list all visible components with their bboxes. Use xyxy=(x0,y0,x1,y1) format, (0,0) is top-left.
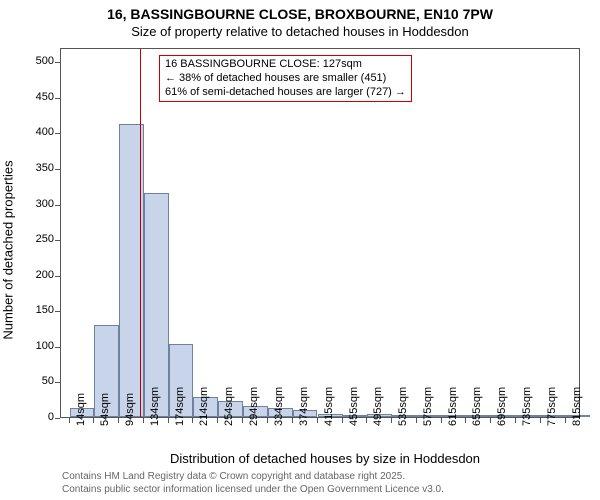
property-marker-line xyxy=(140,49,142,417)
x-tick-mark xyxy=(317,418,318,423)
y-tick-label: 500 xyxy=(24,55,54,67)
x-tick-label: 134sqm xyxy=(149,387,161,426)
x-tick-mark xyxy=(366,418,367,423)
y-tick-label: 0 xyxy=(24,411,54,423)
x-tick-label: 174sqm xyxy=(174,387,186,426)
x-tick-mark xyxy=(465,418,466,423)
footer-attribution: Contains HM Land Registry data © Crown c… xyxy=(62,471,444,496)
x-tick-label: 294sqm xyxy=(248,387,260,426)
y-tick-mark xyxy=(55,382,60,383)
x-tick-mark xyxy=(342,418,343,423)
y-tick-mark xyxy=(55,205,60,206)
x-tick-mark xyxy=(242,418,243,423)
y-tick-label: 150 xyxy=(24,304,54,316)
y-tick-label: 450 xyxy=(24,91,54,103)
x-tick-mark xyxy=(565,418,566,423)
footer-line-2: Contains public sector information licen… xyxy=(62,484,444,497)
x-tick-label: 54sqm xyxy=(99,393,111,426)
x-tick-mark xyxy=(168,418,169,423)
y-tick: 400 xyxy=(0,133,60,134)
x-tick-label: 415sqm xyxy=(323,387,335,426)
x-tick-mark xyxy=(391,418,392,423)
y-tick-label: 250 xyxy=(24,233,54,245)
x-tick-label: 455sqm xyxy=(348,387,360,426)
y-tick: 450 xyxy=(0,98,60,99)
y-tick-mark xyxy=(55,418,60,419)
histogram-bar xyxy=(144,193,169,417)
y-tick-mark xyxy=(55,311,60,312)
x-tick-label: 254sqm xyxy=(223,387,235,426)
y-tick: 150 xyxy=(0,311,60,312)
y-tick-label: 400 xyxy=(24,126,54,138)
x-tick-mark xyxy=(292,418,293,423)
plot-area: 16 BASSINGBOURNE CLOSE: 127sqm ← 38% of … xyxy=(60,48,580,418)
x-tick-label: 214sqm xyxy=(198,387,210,426)
x-tick-mark xyxy=(93,418,94,423)
y-tick: 200 xyxy=(0,276,60,277)
y-tick-label: 300 xyxy=(24,198,54,210)
y-tick-label: 50 xyxy=(24,375,54,387)
y-tick: 250 xyxy=(0,240,60,241)
x-tick-mark xyxy=(192,418,193,423)
x-tick-mark xyxy=(267,418,268,423)
y-tick-mark xyxy=(55,62,60,63)
footer-line-1: Contains HM Land Registry data © Crown c… xyxy=(62,471,444,484)
x-tick-mark xyxy=(143,418,144,423)
annotation-line3: 61% of semi-detached houses are larger (… xyxy=(165,86,406,100)
x-tick-label: 495sqm xyxy=(372,387,384,426)
x-tick-mark xyxy=(540,418,541,423)
y-tick-mark xyxy=(55,240,60,241)
x-tick-label: 94sqm xyxy=(124,393,136,426)
y-tick: 50 xyxy=(0,382,60,383)
chart-title: 16, BASSINGBOURNE CLOSE, BROXBOURNE, EN1… xyxy=(0,6,600,22)
y-tick: 100 xyxy=(0,347,60,348)
x-tick-label: 575sqm xyxy=(422,387,434,426)
y-tick-mark xyxy=(55,169,60,170)
y-tick: 0 xyxy=(0,418,60,419)
x-tick-label: 775sqm xyxy=(546,387,558,426)
x-tick-label: 815sqm xyxy=(571,387,583,426)
x-tick-label: 735sqm xyxy=(521,387,533,426)
y-tick: 500 xyxy=(0,62,60,63)
x-tick-label: 655sqm xyxy=(471,387,483,426)
y-tick-label: 200 xyxy=(24,269,54,281)
y-tick: 350 xyxy=(0,169,60,170)
chart-subtitle: Size of property relative to detached ho… xyxy=(0,24,600,39)
y-tick: 300 xyxy=(0,205,60,206)
x-tick-mark xyxy=(416,418,417,423)
x-tick-mark xyxy=(118,418,119,423)
y-tick-mark xyxy=(55,276,60,277)
property-size-histogram: 16, BASSINGBOURNE CLOSE, BROXBOURNE, EN1… xyxy=(0,0,600,500)
y-axis-label: Number of detached properties xyxy=(1,160,16,339)
y-tick-mark xyxy=(55,98,60,99)
x-tick-label: 14sqm xyxy=(75,393,87,426)
x-tick-mark xyxy=(441,418,442,423)
annotation-box: 16 BASSINGBOURNE CLOSE: 127sqm ← 38% of … xyxy=(159,55,412,102)
x-tick-label: 535sqm xyxy=(397,387,409,426)
y-tick-mark xyxy=(55,347,60,348)
x-tick-label: 695sqm xyxy=(496,387,508,426)
annotation-line1: 16 BASSINGBOURNE CLOSE: 127sqm xyxy=(165,58,406,72)
annotation-line2: ← 38% of detached houses are smaller (45… xyxy=(165,72,406,86)
x-tick-label: 334sqm xyxy=(273,387,285,426)
y-tick-mark xyxy=(55,133,60,134)
x-tick-mark xyxy=(217,418,218,423)
y-tick-label: 350 xyxy=(24,162,54,174)
x-tick-label: 374sqm xyxy=(298,387,310,426)
x-axis-label: Distribution of detached houses by size … xyxy=(60,451,590,466)
y-tick-label: 100 xyxy=(24,340,54,352)
x-tick-label: 615sqm xyxy=(447,387,459,426)
x-tick-mark xyxy=(515,418,516,423)
x-tick-mark xyxy=(69,418,70,423)
x-tick-mark xyxy=(490,418,491,423)
